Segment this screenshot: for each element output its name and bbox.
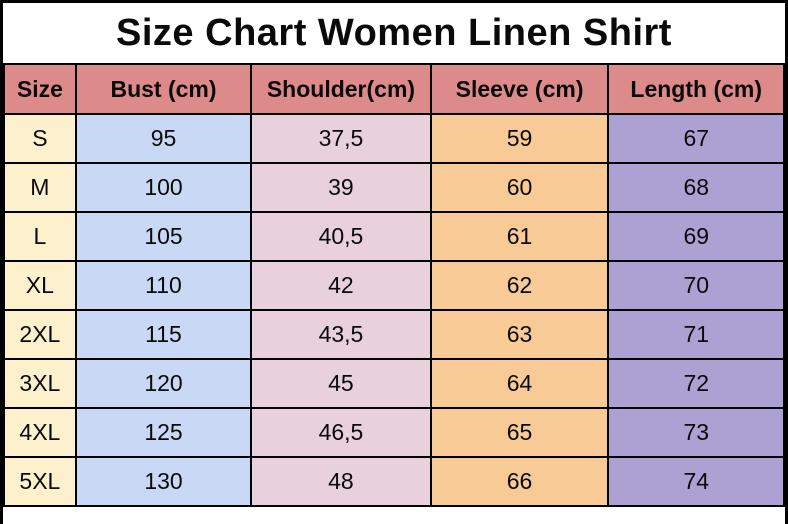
length-cell: 73 — [607, 407, 785, 458]
bust-cell: 120 — [74, 358, 253, 409]
column-header-sleeve: Sleeve (cm) — [429, 63, 610, 115]
bust-cell: 125 — [74, 407, 253, 458]
shoulder-cell: 48 — [250, 456, 432, 507]
sleeve-cell: 66 — [429, 456, 610, 507]
shoulder-cell: 42 — [250, 260, 432, 311]
size-label-cell: 2XL — [3, 309, 77, 360]
length-cell: 70 — [607, 260, 785, 311]
bust-cell: 130 — [74, 456, 253, 507]
shoulder-cell: 39 — [250, 162, 432, 213]
shoulder-cell: 46,5 — [250, 407, 432, 458]
size-label-cell: M — [3, 162, 77, 213]
bust-cell: 100 — [74, 162, 253, 213]
size-label-cell: XL — [3, 260, 77, 311]
header-row: Size Bust (cm) Shoulder(cm) Sleeve (cm) … — [3, 63, 785, 115]
table-row: 2XL 115 43,5 63 71 — [3, 309, 785, 360]
table-row: 5XL 130 48 66 74 — [3, 456, 785, 507]
size-label-cell: 3XL — [3, 358, 77, 409]
sleeve-cell: 65 — [429, 407, 610, 458]
size-label-cell: L — [3, 211, 77, 262]
bust-cell: 115 — [74, 309, 253, 360]
length-cell: 72 — [607, 358, 785, 409]
length-cell: 74 — [607, 456, 785, 507]
shoulder-cell: 45 — [250, 358, 432, 409]
shoulder-cell: 40,5 — [250, 211, 432, 262]
table-row: 4XL 125 46,5 65 73 — [3, 407, 785, 458]
bust-cell: 105 — [74, 211, 253, 262]
bust-cell: 110 — [74, 260, 253, 311]
size-table: Size Bust (cm) Shoulder(cm) Sleeve (cm) … — [3, 63, 785, 507]
sleeve-cell: 59 — [429, 113, 610, 164]
sleeve-cell: 62 — [429, 260, 610, 311]
sleeve-cell: 64 — [429, 358, 610, 409]
table-row: L 105 40,5 61 69 — [3, 211, 785, 262]
column-header-shoulder: Shoulder(cm) — [250, 63, 432, 115]
length-cell: 71 — [607, 309, 785, 360]
table-row: 3XL 120 45 64 72 — [3, 358, 785, 409]
shoulder-cell: 43,5 — [250, 309, 432, 360]
length-cell: 69 — [607, 211, 785, 262]
sleeve-cell: 61 — [429, 211, 610, 262]
sleeve-cell: 63 — [429, 309, 610, 360]
length-cell: 67 — [607, 113, 785, 164]
column-header-size: Size — [3, 63, 77, 115]
column-header-length: Length (cm) — [607, 63, 785, 115]
table-row: S 95 37,5 59 67 — [3, 113, 785, 164]
column-header-bust: Bust (cm) — [74, 63, 253, 115]
size-label-cell: 4XL — [3, 407, 77, 458]
bust-cell: 95 — [74, 113, 253, 164]
table-row: M 100 39 60 68 — [3, 162, 785, 213]
size-label-cell: S — [3, 113, 77, 164]
size-label-cell: 5XL — [3, 456, 77, 507]
sleeve-cell: 60 — [429, 162, 610, 213]
title-bar: Size Chart Women Linen Shirt — [3, 3, 785, 63]
page-title: Size Chart Women Linen Shirt — [116, 11, 672, 54]
shoulder-cell: 37,5 — [250, 113, 432, 164]
length-cell: 68 — [607, 162, 785, 213]
table-row: XL 110 42 62 70 — [3, 260, 785, 311]
